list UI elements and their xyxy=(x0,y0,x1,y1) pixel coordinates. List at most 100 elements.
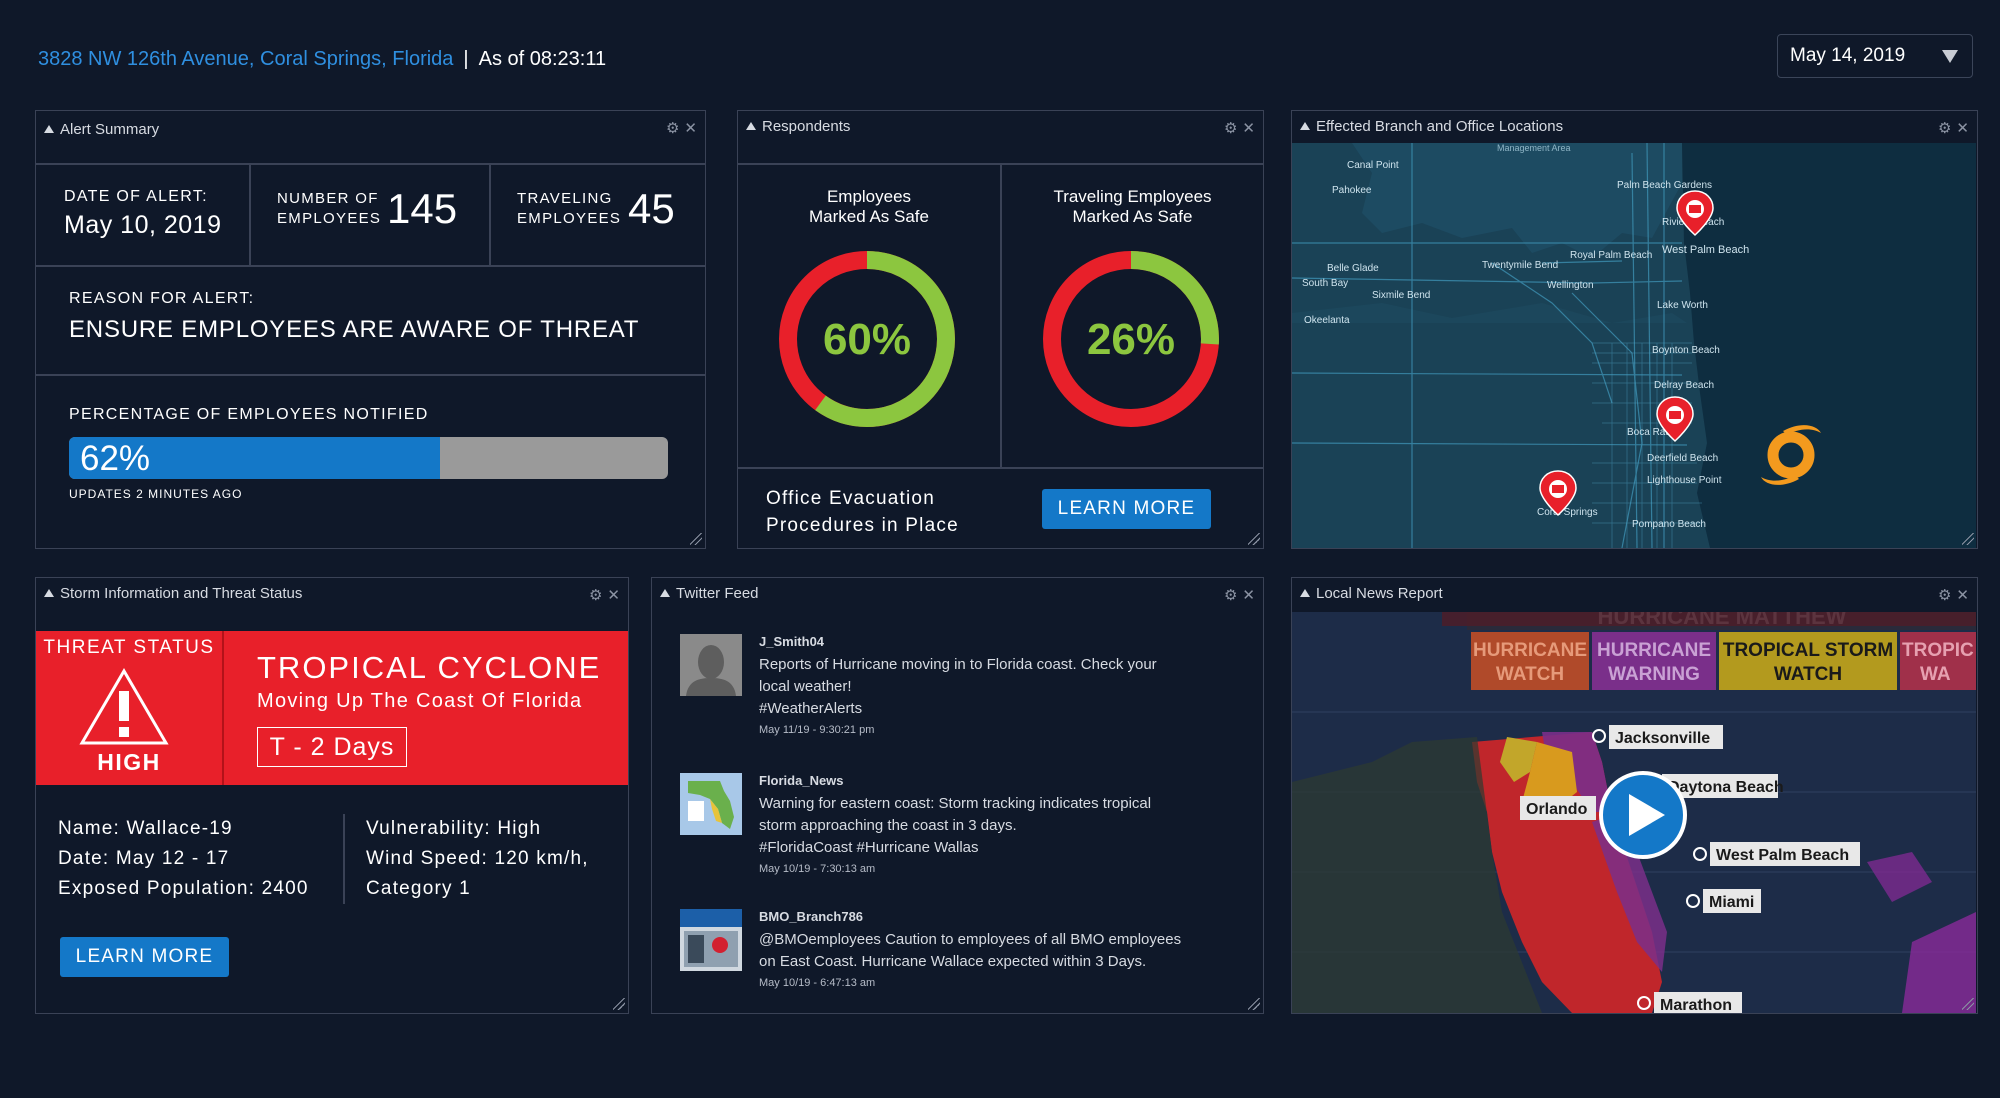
date-select-value: May 14, 2019 xyxy=(1790,45,1906,66)
panel-title: Effected Branch and Office Locations xyxy=(1316,118,1564,135)
close-icon[interactable]: ✕ xyxy=(684,120,697,137)
panel-header[interactable]: Twitter Feed xyxy=(652,578,1263,612)
legend-hurricane-watch xyxy=(1471,632,1589,690)
twitter-feed-panel: Twitter Feed ⚙ ✕ J_Smith04 Reports of Hur… xyxy=(651,577,1264,1014)
collapse-icon[interactable] xyxy=(746,122,756,130)
resize-handle[interactable] xyxy=(1248,533,1260,545)
respondents-learn-more-button[interactable]: LEARN MORE xyxy=(1042,489,1211,529)
storm-vulnerability: Vulnerability: High xyxy=(366,818,542,839)
threat-level: HIGH xyxy=(97,749,161,775)
employees-label: NUMBER OF EMPLOYEES xyxy=(277,190,382,227)
resize-handle[interactable] xyxy=(613,998,625,1010)
panel-header[interactable]: Alert Summary xyxy=(36,111,705,145)
location-address[interactable]: 3828 NW 126th Avenue, Coral Springs, Flo… xyxy=(38,48,454,70)
alert-summary-panel: Alert Summary ⚙ ✕ DATE OF ALERT: May 10, … xyxy=(35,110,706,549)
notified-percent: 62% xyxy=(80,439,151,478)
panel-header[interactable]: Effected Branch and Office Locations xyxy=(1292,111,1977,145)
map-label: South Bay xyxy=(1302,278,1348,289)
notified-progress-bar: 62% xyxy=(69,437,668,479)
map-label: Pompano Beach xyxy=(1632,519,1706,530)
as-of-time: As of 08:23:11 xyxy=(478,48,607,70)
tweet-user[interactable]: BMO_Branch786 xyxy=(759,909,864,924)
city-label: Marathon xyxy=(1660,997,1732,1013)
play-icon[interactable] xyxy=(1629,794,1665,836)
traveling-label: TRAVELING EMPLOYEES xyxy=(517,190,622,227)
panel-header[interactable]: Storm Information and Threat Status xyxy=(36,578,628,612)
storm-wind: Wind Speed: 120 km/h, xyxy=(366,848,589,869)
panel-title: Storm Information and Threat Status xyxy=(60,585,303,602)
traveling-safe-donut: 26% xyxy=(1043,251,1219,427)
gear-icon[interactable]: ⚙ xyxy=(1223,587,1238,604)
tweet-text: Reports of Hurricane moving in to Florid… xyxy=(759,656,1157,717)
branch-pin[interactable] xyxy=(1656,396,1694,443)
collapse-icon[interactable] xyxy=(1300,122,1310,130)
storm-population: Exposed Population: 2400 xyxy=(58,878,309,899)
collapse-icon[interactable] xyxy=(44,589,54,597)
close-icon[interactable]: ✕ xyxy=(1242,120,1255,137)
panel-title: Twitter Feed xyxy=(676,585,759,602)
gear-icon[interactable]: ⚙ xyxy=(1937,120,1952,137)
legend-text: HURRICANE xyxy=(1597,640,1711,661)
branch-map[interactable]: Canal Point Pahokee Palm Beach Gardens R… xyxy=(1292,143,1976,548)
city-label: Orlando xyxy=(1526,801,1588,818)
legend-text: TROPIC xyxy=(1902,640,1974,661)
city-label: West Palm Beach xyxy=(1716,847,1849,864)
branch-pin[interactable] xyxy=(1676,190,1714,237)
panel-title: Alert Summary xyxy=(60,121,160,138)
close-icon[interactable]: ✕ xyxy=(1956,587,1969,604)
map-label: Okeelanta xyxy=(1304,315,1350,326)
date-of-alert-label: DATE OF ALERT: xyxy=(64,188,208,205)
resize-handle[interactable] xyxy=(1248,998,1260,1010)
resize-handle[interactable] xyxy=(1962,533,1974,545)
play-button[interactable] xyxy=(1599,771,1687,859)
branch-pin[interactable] xyxy=(1539,470,1577,517)
gear-icon[interactable]: ⚙ xyxy=(588,587,603,604)
tweet-time: May 11/19 - 9:30:21 pm xyxy=(759,724,875,736)
tweet-text: Warning for eastern coast: Storm trackin… xyxy=(759,795,1152,856)
gear-icon[interactable]: ⚙ xyxy=(1223,120,1238,137)
close-icon[interactable]: ✕ xyxy=(1242,587,1255,604)
legend-text: WA xyxy=(1920,664,1951,685)
map-label: Lighthouse Point xyxy=(1647,475,1722,486)
city-label: Jacksonville xyxy=(1615,730,1710,747)
news-video[interactable]: HURRICANE MATTHEW HURRICANE WATCH HURRIC… xyxy=(1292,612,1976,1013)
date-select[interactable]: May 14, 2019 xyxy=(1777,34,1973,78)
storm-info-panel: Storm Information and Threat Status ⚙ ✕ T… xyxy=(35,577,629,1014)
panel-header[interactable]: Respondents xyxy=(738,111,1263,145)
gear-icon[interactable]: ⚙ xyxy=(665,120,680,137)
collapse-icon[interactable] xyxy=(660,589,670,597)
avatar[interactable] xyxy=(680,909,742,971)
map-label: Deerfield Beach xyxy=(1647,453,1718,464)
resize-handle[interactable] xyxy=(690,533,702,545)
storm-subtitle: Moving Up The Coast Of Florida xyxy=(257,690,583,712)
countdown-badge: T - 2 Days xyxy=(257,727,407,767)
storm-category: Category 1 xyxy=(366,878,471,899)
threat-status-label: THREAT STATUS xyxy=(43,637,215,658)
donut-percent-text: 60% xyxy=(823,315,911,364)
map-label: Boca Raton xyxy=(1627,427,1679,438)
collapse-icon[interactable] xyxy=(44,125,54,133)
map-label: Delray Beach xyxy=(1654,380,1714,391)
notified-progress-fill xyxy=(69,437,441,479)
resize-handle[interactable] xyxy=(1962,998,1974,1010)
avatar[interactable] xyxy=(680,634,742,696)
storm-name: Name: Wallace-19 xyxy=(58,818,233,839)
avatar[interactable] xyxy=(680,773,742,835)
close-icon[interactable]: ✕ xyxy=(1956,120,1969,137)
traveling-safe-label: Traveling Employees Marked As Safe xyxy=(1053,187,1212,226)
date-of-alert-value: May 10, 2019 xyxy=(64,211,222,239)
panel-title: Local News Report xyxy=(1316,585,1443,602)
tweet-user[interactable]: Florida_News xyxy=(759,773,844,788)
panel-header[interactable]: Local News Report xyxy=(1292,578,1977,612)
tweet-time: May 10/19 - 6:47:13 am xyxy=(759,977,876,989)
storm-learn-more-button[interactable]: LEARN MORE xyxy=(60,937,229,977)
tweet-user[interactable]: J_Smith04 xyxy=(759,634,825,649)
legend-text: WATCH xyxy=(1774,664,1842,685)
donut-safe-arc xyxy=(1043,251,1219,427)
location-header: 3828 NW 126th Avenue, Coral Springs, Flo… xyxy=(38,48,606,71)
close-icon[interactable]: ✕ xyxy=(607,587,620,604)
map-label: Pahokee xyxy=(1332,185,1372,196)
collapse-icon[interactable] xyxy=(1300,589,1310,597)
city-label: Daytona Beach xyxy=(1668,779,1784,796)
gear-icon[interactable]: ⚙ xyxy=(1937,587,1952,604)
